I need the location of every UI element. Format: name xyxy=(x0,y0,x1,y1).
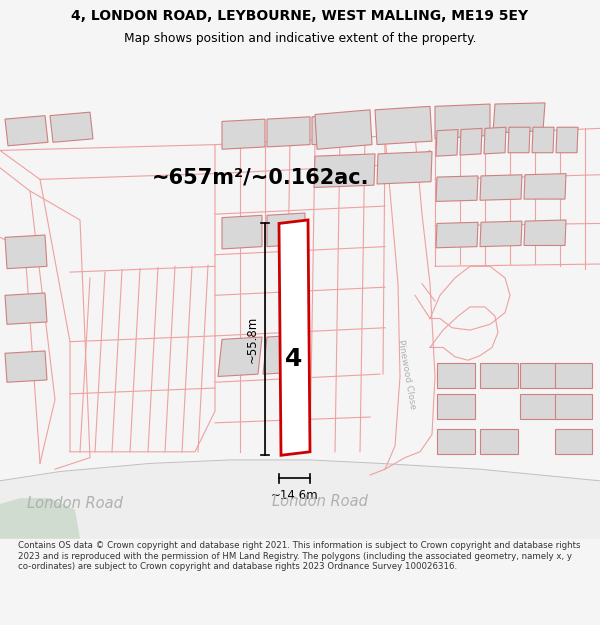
Polygon shape xyxy=(460,128,482,155)
Polygon shape xyxy=(437,429,475,454)
Text: ~55.8m: ~55.8m xyxy=(246,316,259,363)
Polygon shape xyxy=(267,117,310,147)
Polygon shape xyxy=(218,337,262,376)
Polygon shape xyxy=(524,174,566,199)
Polygon shape xyxy=(520,362,558,388)
Text: Contains OS data © Crown copyright and database right 2021. This information is : Contains OS data © Crown copyright and d… xyxy=(18,541,581,571)
Text: Map shows position and indicative extent of the property.: Map shows position and indicative extent… xyxy=(124,32,476,46)
Polygon shape xyxy=(508,127,530,152)
Polygon shape xyxy=(436,176,478,201)
Polygon shape xyxy=(555,429,592,454)
Polygon shape xyxy=(480,429,518,454)
Polygon shape xyxy=(222,216,262,249)
Polygon shape xyxy=(532,127,554,152)
Polygon shape xyxy=(312,114,355,144)
Polygon shape xyxy=(5,235,47,269)
Text: 4, LONDON ROAD, LEYBOURNE, WEST MALLING, ME19 5EY: 4, LONDON ROAD, LEYBOURNE, WEST MALLING,… xyxy=(71,9,529,22)
Text: 4: 4 xyxy=(286,347,302,371)
Polygon shape xyxy=(436,129,458,156)
Polygon shape xyxy=(0,498,80,539)
Polygon shape xyxy=(5,116,48,146)
Polygon shape xyxy=(279,220,310,455)
Polygon shape xyxy=(5,293,47,324)
Text: London Road: London Road xyxy=(272,494,368,509)
Polygon shape xyxy=(314,154,375,188)
Polygon shape xyxy=(0,460,600,539)
Polygon shape xyxy=(555,394,592,419)
Text: Pinewood Close: Pinewood Close xyxy=(397,339,418,410)
Polygon shape xyxy=(222,119,265,149)
Polygon shape xyxy=(263,335,305,374)
Polygon shape xyxy=(524,220,566,246)
Polygon shape xyxy=(267,213,305,247)
Text: London Road: London Road xyxy=(27,496,123,511)
Polygon shape xyxy=(480,175,522,200)
Text: ~657m²/~0.162ac.: ~657m²/~0.162ac. xyxy=(151,167,369,187)
Polygon shape xyxy=(5,351,47,382)
Polygon shape xyxy=(480,362,518,388)
Polygon shape xyxy=(555,362,592,388)
Polygon shape xyxy=(315,110,372,149)
Polygon shape xyxy=(436,222,478,248)
Polygon shape xyxy=(480,221,522,247)
Polygon shape xyxy=(437,362,475,388)
Polygon shape xyxy=(50,112,93,142)
Polygon shape xyxy=(435,104,490,139)
Polygon shape xyxy=(377,152,432,184)
Polygon shape xyxy=(437,394,475,419)
Polygon shape xyxy=(493,103,545,133)
Polygon shape xyxy=(375,106,432,144)
Polygon shape xyxy=(556,127,578,152)
Polygon shape xyxy=(520,394,558,419)
Polygon shape xyxy=(484,127,506,154)
Text: ~14.6m: ~14.6m xyxy=(271,489,319,502)
